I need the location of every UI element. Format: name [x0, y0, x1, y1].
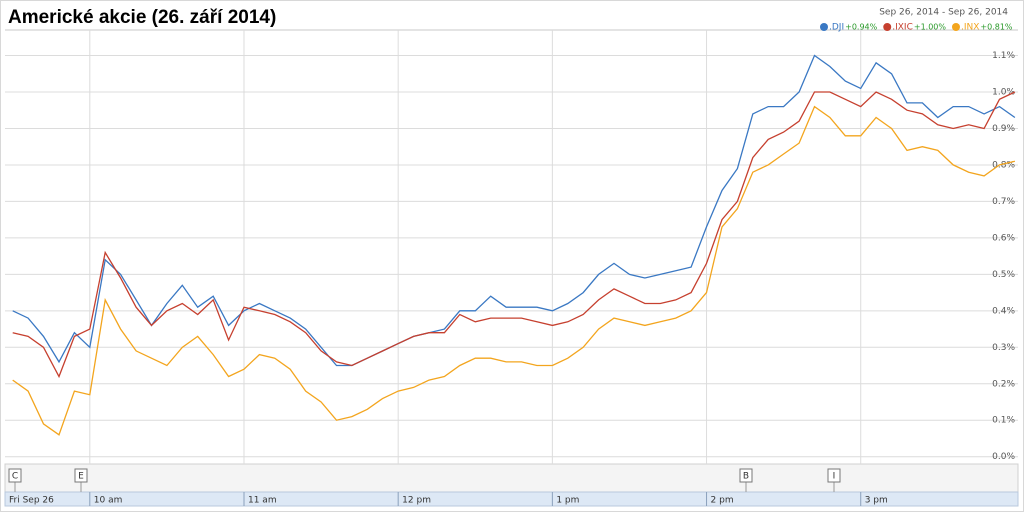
event-label: I — [833, 472, 836, 482]
time-bar — [4, 491, 1019, 507]
y-tick-label: 0.7% — [992, 197, 1015, 207]
y-tick-label: 0.1% — [992, 416, 1015, 426]
legend-name: .INX — [961, 23, 979, 33]
y-tick-label: 0.9% — [992, 124, 1015, 134]
y-tick-label: 0.8% — [992, 160, 1015, 170]
x-tick-label: 1 pm — [556, 496, 579, 506]
legend-name: .IXIC — [892, 23, 913, 33]
x-tick-label: 2 pm — [711, 496, 734, 506]
event-label: E — [78, 472, 84, 482]
legend-swatch — [820, 23, 828, 31]
x-tick-label: 3 pm — [865, 496, 888, 506]
legend-swatch — [951, 23, 960, 31]
y-tick-label: 0.0% — [992, 452, 1015, 462]
series-line — [12, 91, 1016, 379]
series-line — [12, 54, 1016, 367]
x-tick-label: 12 pm — [402, 496, 431, 506]
event-flag — [74, 468, 88, 483]
x-tick-label: 10 am — [94, 496, 123, 506]
legend-change: +0.81% — [980, 23, 1013, 32]
y-tick-label: 0.6% — [992, 233, 1015, 243]
legend: .DJI +0.94% .IXIC +1.00% .INX +0.81% — [820, 23, 1013, 33]
event-flag — [827, 468, 841, 483]
legend-swatch — [883, 23, 892, 31]
legend-name: .DJI — [829, 23, 844, 33]
event-label: B — [743, 472, 749, 482]
date-label: Fri Sep 26 — [9, 496, 54, 506]
x-tick-label: 11 am — [248, 496, 277, 506]
event-label: C — [12, 472, 18, 482]
date-range: Sep 26, 2014 - Sep 26, 2014 — [879, 8, 1008, 18]
event-strip — [4, 463, 1019, 493]
chart-title: Americké akcie (26. září 2014) — [8, 7, 276, 28]
y-tick-label: 0.2% — [992, 379, 1015, 389]
event-flag — [739, 468, 753, 483]
y-tick-label: 0.3% — [992, 343, 1015, 353]
y-tick-label: 0.5% — [992, 270, 1015, 280]
y-tick-label: 1.0% — [992, 88, 1015, 98]
event-flag — [8, 468, 22, 483]
series-line — [12, 105, 1016, 436]
legend-change: +1.00% — [914, 23, 947, 32]
y-tick-label: 0.4% — [992, 306, 1015, 316]
legend-change: +0.94% — [845, 23, 878, 32]
y-tick-label: 1.1% — [992, 51, 1015, 61]
